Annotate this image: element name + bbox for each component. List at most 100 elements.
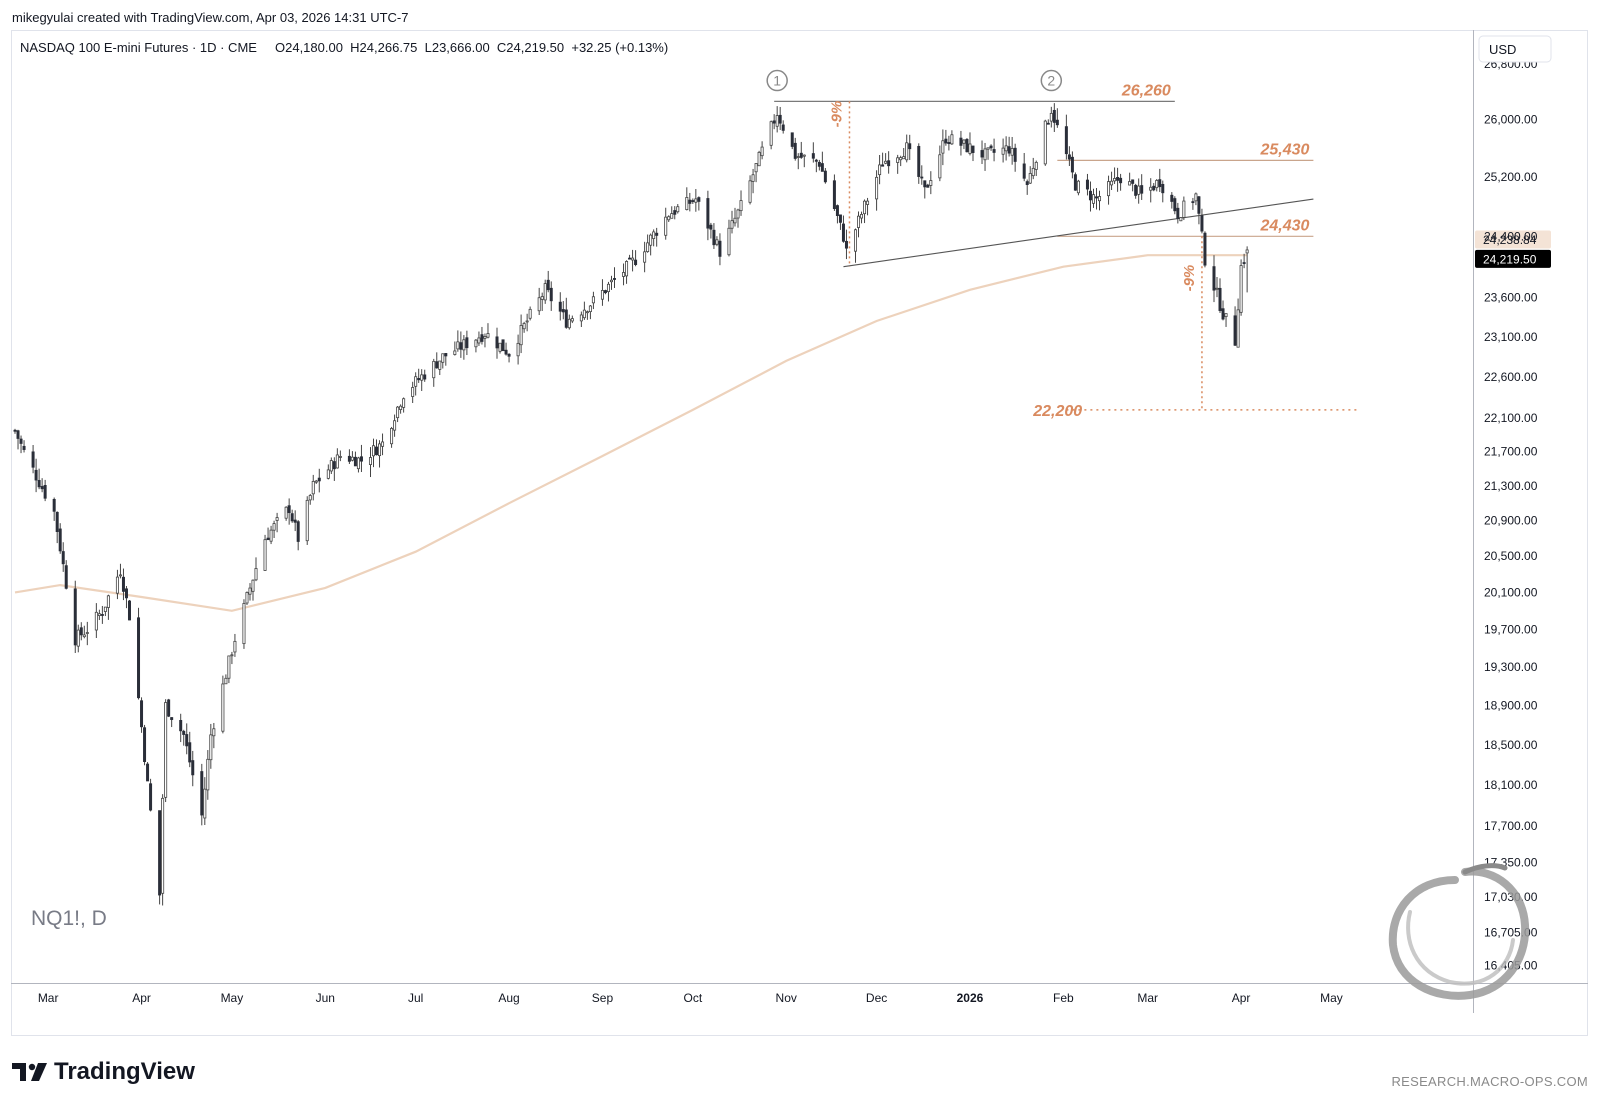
candle-body-up <box>863 200 867 215</box>
candle-body-down <box>167 699 171 717</box>
candle-body-up <box>462 339 466 351</box>
moving-average-line <box>14 254 1248 612</box>
candle-body-up <box>567 318 571 329</box>
time-tick-label: Jul <box>408 991 423 1005</box>
candle-body-up <box>420 374 424 381</box>
candle-body-up <box>715 239 719 245</box>
candle-body-up <box>314 480 318 483</box>
time-tick-label: Apr <box>1232 991 1251 1005</box>
candle-body-up <box>164 702 168 798</box>
candle-body-down <box>1152 185 1156 191</box>
pivot-marker-label: 2 <box>1047 73 1055 89</box>
price-tick-label: 25,200.00 <box>1484 170 1538 184</box>
candle-body-up <box>670 213 674 219</box>
price-scale[interactable]: 26,800.0026,000.0025,200.0024,400.0023,6… <box>1484 57 1538 973</box>
attribution-text: mikegyulai created with TradingView.com,… <box>12 10 409 25</box>
candle-body-up <box>85 632 89 634</box>
currency-button[interactable]: USD <box>1478 35 1552 63</box>
time-scale[interactable]: Mar Apr May Jun Jul Aug Sep Oct Nov Dec 2026 Feb Mar… <box>38 991 1343 1005</box>
candle-body-up <box>899 157 903 161</box>
candle-body-up <box>203 788 207 819</box>
candle-body-up <box>769 121 773 146</box>
candle-body-up <box>97 613 101 616</box>
candle-body-up <box>308 495 312 501</box>
time-tick-label: May <box>221 991 244 1005</box>
candle-body-up <box>350 456 354 461</box>
price-tick-label: 23,100.00 <box>1484 330 1538 344</box>
time-tick-label: Mar <box>38 991 59 1005</box>
candles-layer <box>13 103 1249 906</box>
price-tick-label: 20,900.00 <box>1484 514 1538 528</box>
annotations-layer: 1 2 -9% -9% 24,238.84 24,219.50 <box>766 69 1551 410</box>
candle-body-down <box>1218 287 1222 311</box>
candle-body-up <box>588 305 592 313</box>
candle-body-up <box>230 654 234 657</box>
footer-site: RESEARCH.MACRO-OPS.COM <box>1391 1074 1588 1089</box>
candle-body-down <box>1233 315 1237 346</box>
candle-body-down <box>146 763 150 782</box>
candle-body-down <box>814 159 818 162</box>
tradingview-brand[interactable]: TradingView <box>12 1058 195 1086</box>
candle-body-up <box>254 568 258 581</box>
price-tick-label: 17,030.00 <box>1484 890 1538 904</box>
candle-body-up <box>631 257 635 261</box>
candle-body-down <box>1025 181 1029 185</box>
candle-body-up <box>694 198 698 203</box>
candle-body-down <box>266 537 270 541</box>
time-tick-label: Jun <box>316 991 335 1005</box>
candle-body-up <box>938 154 942 179</box>
candle-body-up <box>775 115 779 127</box>
price-chart[interactable]: 26,260 25,430 24,430 22,200 1 2 -9% -9% 24,238.… <box>11 30 1588 1036</box>
candle-body-up <box>902 156 906 160</box>
candle-body-down <box>655 232 659 236</box>
time-tick-label: Apr <box>132 991 151 1005</box>
ma-price-label: 24,238.84 <box>1483 233 1537 247</box>
legend-ohlc: O24,180.00 H24,266.75 L23,666.00 C24,219… <box>275 40 668 55</box>
candle-body-up <box>233 640 237 653</box>
candle-body-down <box>495 336 499 349</box>
candle-body-up <box>606 283 610 293</box>
candle-body-up <box>540 296 544 300</box>
candle-body-up <box>1239 265 1243 313</box>
candle-body-up <box>103 606 107 612</box>
candle-body-up <box>622 272 626 277</box>
candle-body-up <box>326 469 330 479</box>
candle-body-down <box>121 576 125 592</box>
candle-body-down <box>444 353 448 357</box>
candle-body-down <box>1007 146 1011 154</box>
candle-body-down <box>423 374 427 380</box>
candle-body-up <box>1034 161 1038 170</box>
candle-body-down <box>465 337 469 349</box>
time-tick-label: Aug <box>498 991 519 1005</box>
candle-body-down <box>22 445 26 450</box>
candle-body-up <box>751 174 755 182</box>
candle-body-down <box>790 132 794 147</box>
candle-body-down <box>137 617 141 699</box>
candle-body-down <box>706 198 710 229</box>
candle-body-down <box>947 142 951 145</box>
candle-body-up <box>760 146 764 157</box>
candle-body-up <box>209 734 213 761</box>
trendline <box>843 198 1314 268</box>
chart-frame[interactable]: 26,260 25,430 24,430 22,200 1 2 -9% -9% 24,238.… <box>11 30 1588 1036</box>
candle-body-up <box>263 539 267 571</box>
candle-body-down <box>1070 156 1074 173</box>
candle-body-up <box>338 456 342 458</box>
candle-body-down <box>832 180 836 210</box>
candle-body-up <box>106 595 110 608</box>
candle-body-down <box>1212 266 1216 291</box>
candle-body-up <box>1091 194 1095 204</box>
candle-body-up <box>269 529 273 542</box>
candle-body-down <box>778 114 782 124</box>
candle-body-down <box>920 176 924 179</box>
candle-body-down <box>43 484 47 499</box>
candle-body-up <box>453 350 457 355</box>
candle-body-down <box>501 339 505 352</box>
legend-symbol: NASDAQ 100 E-mini Futures · 1D · CME <box>20 40 257 55</box>
candle-body-up <box>1149 186 1153 191</box>
target-level-label: 22,200 <box>1032 403 1082 420</box>
candle-body-up <box>962 139 966 144</box>
candle-body-down <box>296 521 300 542</box>
candle-body-up <box>245 592 249 604</box>
candle-body-down <box>1085 179 1089 190</box>
